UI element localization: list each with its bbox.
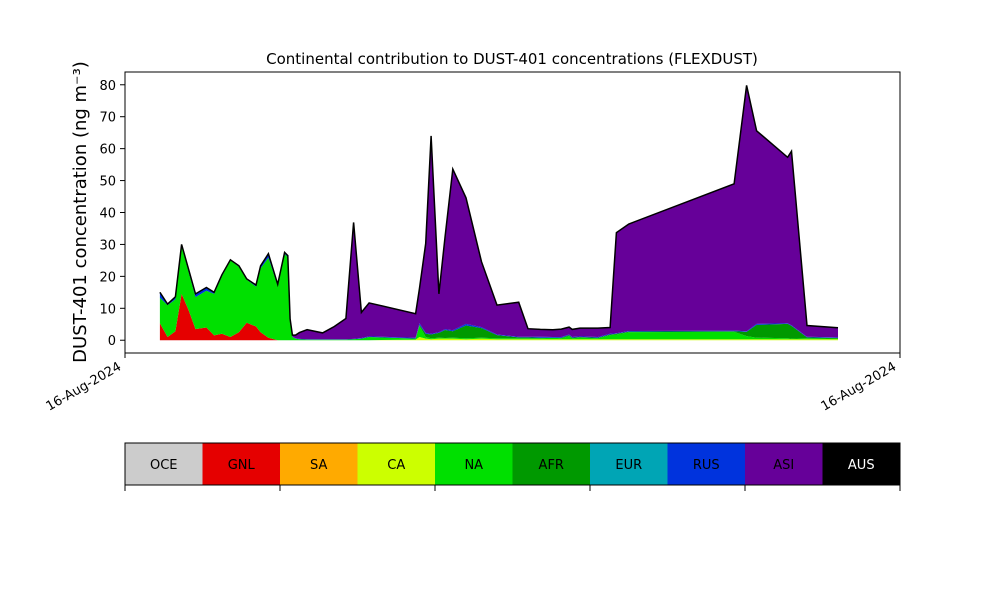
- legend-label-aus: AUS: [848, 458, 875, 473]
- y-tick-label: 0: [108, 334, 116, 349]
- legend-swatch-aus: [822, 443, 901, 485]
- legend-label-ca: CA: [387, 458, 405, 473]
- y-tick-label: 40: [99, 207, 116, 222]
- legend-label-gnl: GNL: [228, 458, 256, 473]
- x-axis: 16-Aug-2024 16-Aug-2024: [44, 353, 901, 415]
- legend-swatch-gnl: [202, 443, 281, 485]
- x-tick-label: 16-Aug-2024: [44, 359, 124, 414]
- area-na: [159, 246, 838, 341]
- legend-label-eur: EUR: [615, 458, 642, 473]
- total-concentration-line: [159, 85, 839, 336]
- x-tick-label: 16-Aug-2024: [819, 359, 899, 414]
- y-tick-label: 60: [99, 143, 116, 158]
- legend-swatch-oce: [125, 443, 203, 485]
- legend-label-na: NA: [464, 458, 483, 473]
- legend-label-rus: RUS: [693, 458, 720, 473]
- legend-frame: [124, 442, 901, 486]
- legend-label-afr: AFR: [539, 458, 564, 473]
- chart-title: Continental contribution to DUST-401 con…: [266, 50, 758, 68]
- y-tick-label: 80: [99, 79, 116, 94]
- y-axis-label: DUST-401 concentration (ng m⁻³): [70, 61, 91, 363]
- legend-swatch-eur: [590, 443, 668, 485]
- y-tick-label: 70: [99, 111, 116, 126]
- y-axis: 0 10 20 30 40 50 60 70 80: [99, 79, 125, 349]
- y-tick-label: 20: [99, 270, 116, 285]
- legend-swatch-ca: [357, 443, 436, 485]
- legend-swatch-na: [435, 443, 513, 485]
- stacked-areas: [159, 85, 838, 341]
- legend-swatch-rus: [667, 443, 746, 485]
- y-tick-label: 50: [99, 175, 116, 190]
- legend-swatch-sa: [280, 443, 358, 485]
- legend-label-sa: SA: [310, 458, 327, 473]
- y-tick-label: 30: [99, 238, 116, 253]
- area-asi: [159, 85, 838, 340]
- legend-label-oce: OCE: [150, 458, 178, 473]
- y-tick-label: 10: [99, 302, 116, 317]
- legend-swatch-afr: [512, 443, 591, 485]
- legend-colorbar: OCE GNL SA CA NA AFR EUR RUS ASI AUS: [124, 442, 901, 491]
- area-afr: [159, 246, 838, 340]
- legend-swatch-asi: [745, 443, 823, 485]
- legend-label-asi: ASI: [773, 458, 794, 473]
